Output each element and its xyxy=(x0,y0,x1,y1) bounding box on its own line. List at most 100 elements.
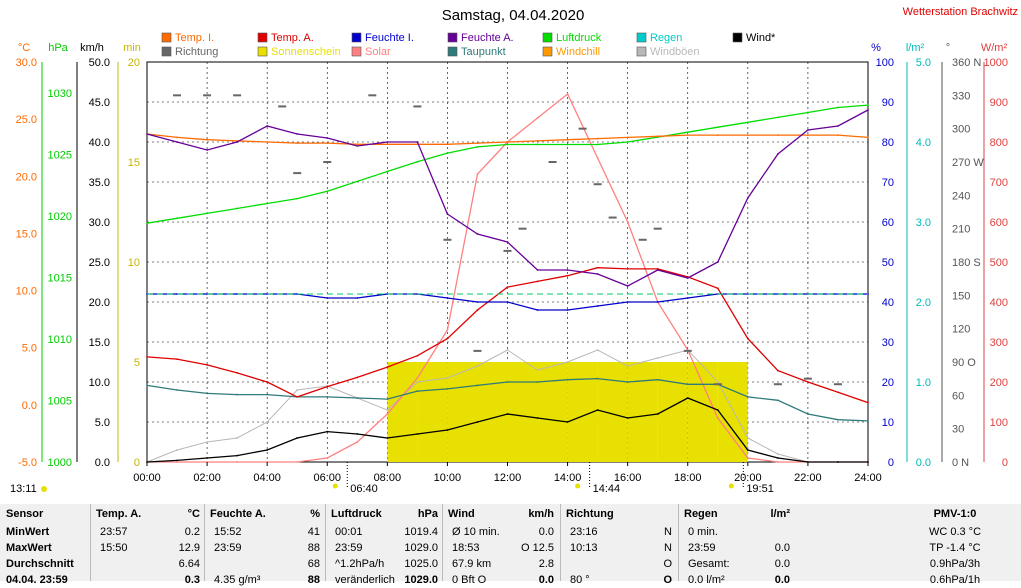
sunshine-bar xyxy=(387,362,418,462)
data-point xyxy=(236,371,239,374)
chart-title: Samstag, 04.04.2020 xyxy=(442,7,585,24)
data-point xyxy=(326,395,329,398)
data-point xyxy=(176,141,178,143)
stats-row: 23:59 1029.0 xyxy=(331,540,438,556)
data-point xyxy=(536,280,539,283)
sunshine-bar xyxy=(717,362,748,462)
legend-swatch xyxy=(351,32,362,43)
statistics-table: Sensor MinWert MaxWert Durchschnitt 04.04. 2… xyxy=(0,504,1021,586)
data-point xyxy=(356,397,359,399)
rain-tick-label: 2.0 xyxy=(916,297,931,309)
stats-header: Regen l/m² xyxy=(684,506,790,522)
data-point xyxy=(596,377,599,380)
data-point xyxy=(596,273,599,275)
stats-col-temp: Temp. A. °C 23:57 0.2 15:50 12.9 6.64 0.3 xyxy=(96,504,200,586)
stats-cell-value: O 12.5 xyxy=(520,542,554,554)
sunset-label: 19:51 xyxy=(746,483,774,495)
solar-tick-label: 500 xyxy=(990,257,1008,269)
stats-cell-value: 88 xyxy=(307,574,320,586)
data-point xyxy=(566,361,569,363)
pressure-tick-label: 1030 xyxy=(48,88,72,100)
data-point xyxy=(716,409,719,411)
stats-cell-value: O xyxy=(663,558,672,570)
legend-swatch xyxy=(636,32,647,43)
data-point xyxy=(566,269,569,271)
data-point xyxy=(356,180,359,183)
data-point xyxy=(776,134,779,137)
temp-tick-label: 30.0 xyxy=(16,57,37,69)
data-point xyxy=(656,357,659,359)
data-point xyxy=(506,413,509,415)
stats-cell-value: O xyxy=(663,574,672,586)
stats-cell-time: 23:57 xyxy=(100,526,128,538)
data-point xyxy=(386,143,389,146)
humidity-tick-label: 40 xyxy=(882,297,894,309)
direction-point xyxy=(473,349,482,352)
stats-col-sensor: Sensor MinWert MaxWert Durchschnitt 04.04. 2… xyxy=(6,504,90,586)
stats-row-label: MaxWert xyxy=(6,542,52,554)
data-point xyxy=(236,454,239,457)
data-point xyxy=(776,457,779,459)
data-point xyxy=(176,459,178,462)
time-tick-label: 02:00 xyxy=(193,472,221,484)
legend-swatch xyxy=(542,32,553,43)
stats-col-pressure: Luftdruck hPa 00:01 1019.4 23:59 1029.0 ^1.2hP… xyxy=(331,504,438,586)
data-point xyxy=(416,160,419,163)
data-point xyxy=(446,152,449,154)
humidity-tick-label: 30 xyxy=(882,337,894,349)
stats-header-label: Regen xyxy=(684,508,718,520)
pressure-tick-label: 1000 xyxy=(48,457,72,469)
stats-row: 00:01 1019.4 xyxy=(331,524,438,540)
stats-cell-value: 12.9 xyxy=(178,542,200,554)
direction-tick-label: 270 W xyxy=(952,157,984,169)
sun-marker-icon xyxy=(332,483,338,489)
data-point xyxy=(506,286,509,289)
data-point xyxy=(386,437,389,439)
stats-cell-value: 41 xyxy=(307,526,320,538)
chart-legend: Temp. I. Temp. A. Feuchte I. Feuchte A. Luft… xyxy=(161,32,776,58)
data-point xyxy=(686,277,689,279)
time-tick-label: 00:00 xyxy=(133,472,161,484)
solar-tick-label: 400 xyxy=(990,297,1008,309)
time-tick-label: 16:00 xyxy=(614,472,642,484)
data-point xyxy=(356,433,359,435)
sun-tick-label: 10 xyxy=(128,257,140,269)
stats-cell-time: Ø 10 min. xyxy=(452,526,500,538)
humidity-tick-label: 100 xyxy=(876,57,894,69)
stats-cell-value: 0.3 xyxy=(184,574,200,586)
time-tick-label: 08:00 xyxy=(374,472,402,484)
data-point xyxy=(356,297,359,299)
stats-cell-value: 1029.0 xyxy=(404,574,438,586)
data-point xyxy=(626,221,629,223)
axis-ticks: 30.025.020.015.010.05.00.0-5.01030102510… xyxy=(16,57,1008,469)
data-point xyxy=(626,365,629,367)
stats-header-unit: km/h xyxy=(528,508,554,520)
stats-separator xyxy=(325,504,326,581)
stats-cell-time: 23:59 xyxy=(214,542,242,554)
data-point xyxy=(536,139,539,142)
data-point xyxy=(566,309,569,311)
stats-cell-value: 0.0 xyxy=(538,526,554,538)
data-point xyxy=(566,138,569,141)
data-point xyxy=(626,301,629,303)
data-point xyxy=(416,381,419,383)
stats-header: Temp. A. °C xyxy=(96,506,200,522)
data-point xyxy=(446,297,449,299)
data-point xyxy=(386,170,389,173)
stats-cell-time: 15:50 xyxy=(100,542,128,554)
humidity-tick-label: 50 xyxy=(882,257,894,269)
direction-tick-label: 150 xyxy=(952,290,970,302)
stats-header-label: Luftdruck xyxy=(331,508,382,520)
stats-row: O xyxy=(566,556,672,572)
direction-tick-label: 300 xyxy=(952,124,970,136)
stats-header: Luftdruck hPa xyxy=(331,506,438,522)
data-point xyxy=(146,355,148,358)
data-point xyxy=(596,137,599,140)
humidity-tick-label: 60 xyxy=(882,217,894,229)
stats-header-unit: °C xyxy=(187,508,200,520)
data-point xyxy=(176,217,178,220)
solar-tick-label: 0 xyxy=(1002,457,1008,469)
data-point xyxy=(506,381,509,383)
station-name: Wetterstation Brachwitz xyxy=(903,6,1018,18)
data-point xyxy=(476,384,479,387)
